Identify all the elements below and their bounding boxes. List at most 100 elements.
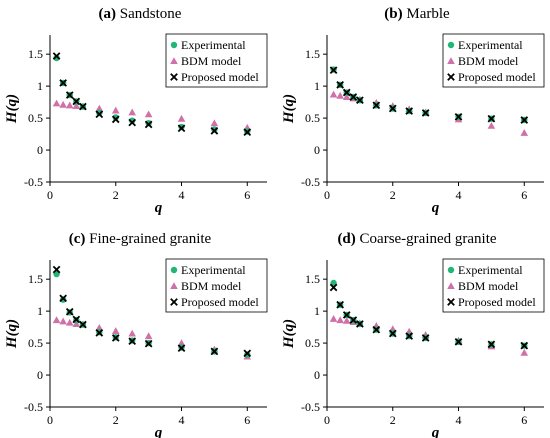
x-tick-label: 6 xyxy=(521,413,527,427)
legend-marker xyxy=(447,266,455,274)
y-tick-label: -0.5 xyxy=(24,400,43,414)
data-point xyxy=(372,325,381,334)
legend-marker xyxy=(170,41,178,49)
y-tick-label: 0.5 xyxy=(28,336,43,350)
y-tick-label: 0 xyxy=(314,143,320,157)
legend-marker xyxy=(170,266,178,274)
legend-marker xyxy=(170,282,178,290)
data-point xyxy=(329,90,338,98)
data-point xyxy=(144,110,153,118)
legend-label: Proposed model xyxy=(181,70,259,84)
data-point xyxy=(52,99,61,107)
x-tick-label: 4 xyxy=(179,188,185,202)
chart-title-text: Marble xyxy=(403,6,450,22)
y-tick-label: 1 xyxy=(37,304,43,318)
data-point xyxy=(53,270,60,278)
data-point xyxy=(128,329,136,337)
y-tick-label: 1.5 xyxy=(305,272,320,286)
x-tick-label: 2 xyxy=(113,188,119,202)
data-point xyxy=(178,123,185,131)
chart-title-text: Coarse-grained granite xyxy=(356,231,497,247)
data-point xyxy=(128,108,136,116)
y-tick-label: -0.5 xyxy=(24,175,43,189)
data-point xyxy=(72,320,81,327)
data-point xyxy=(72,102,81,109)
data-point xyxy=(356,96,364,105)
data-point xyxy=(177,124,186,133)
y-tick-label: 1.5 xyxy=(305,47,320,61)
data-point xyxy=(342,88,351,97)
data-point xyxy=(59,317,67,325)
data-point xyxy=(372,101,381,110)
data-point xyxy=(421,334,430,342)
x-tick-label: 0 xyxy=(324,413,330,427)
legend-marker xyxy=(447,57,455,65)
data-point xyxy=(349,93,358,101)
data-point xyxy=(145,120,152,127)
data-point xyxy=(95,329,104,337)
legend-label: Experimental xyxy=(181,38,246,52)
x-tick-label: 2 xyxy=(113,413,119,427)
data-point xyxy=(144,120,153,129)
x-tick-label: 6 xyxy=(244,188,250,202)
chart-panel-3: (d) Coarse-grained granite -0.5 0 0.5 1 1.5 0 2… xyxy=(281,231,545,438)
data-point xyxy=(72,97,81,106)
data-point xyxy=(112,114,119,121)
data-point xyxy=(79,320,87,329)
legend-marker xyxy=(170,73,178,81)
data-point xyxy=(487,114,496,123)
data-point xyxy=(111,115,120,124)
data-point xyxy=(342,311,351,319)
data-point xyxy=(52,265,61,274)
x-axis-label: q xyxy=(432,200,440,216)
series-proposed-model xyxy=(52,52,252,136)
data-point xyxy=(210,119,219,127)
chart-title: (a) Sandstone xyxy=(99,6,182,22)
data-point xyxy=(65,307,74,316)
x-tick-label: 0 xyxy=(324,188,330,202)
data-point xyxy=(342,316,351,324)
chart-title-label: (c) xyxy=(69,231,86,247)
data-point xyxy=(405,107,414,115)
data-point xyxy=(336,81,344,89)
legend-label: Experimental xyxy=(458,263,523,277)
series-proposed-model xyxy=(329,283,529,350)
data-point xyxy=(177,344,186,353)
data-point xyxy=(177,339,186,347)
data-point xyxy=(421,109,430,117)
chart-title: (b) Marble xyxy=(384,6,450,22)
series-proposed-model xyxy=(329,66,529,124)
data-point xyxy=(520,348,529,356)
data-point xyxy=(388,104,397,113)
legend: Experimental BDM model Proposed model xyxy=(165,258,268,313)
data-point xyxy=(65,318,74,326)
x-tick-label: 2 xyxy=(390,413,396,427)
data-point xyxy=(210,347,219,356)
chart-title-label: (b) xyxy=(384,6,402,22)
data-point xyxy=(111,327,120,334)
data-point xyxy=(95,323,104,331)
data-point xyxy=(111,334,120,342)
series-proposed-model xyxy=(52,265,252,358)
legend-label: BDM model xyxy=(458,279,519,293)
data-point xyxy=(388,329,397,338)
x-tick-label: 6 xyxy=(521,188,527,202)
legend-marker xyxy=(447,41,455,49)
y-tick-label: 1 xyxy=(314,79,320,93)
legend-box xyxy=(442,258,545,313)
legend-marker xyxy=(447,298,455,306)
x-tick-label: 4 xyxy=(179,413,185,427)
data-point xyxy=(95,110,104,119)
y-axis-label: H(q) xyxy=(281,319,297,349)
data-point xyxy=(329,66,338,74)
legend-label: Experimental xyxy=(181,263,246,277)
y-tick-label: -0.5 xyxy=(301,400,320,414)
data-point xyxy=(210,127,219,135)
x-tick-label: 0 xyxy=(47,188,53,202)
chart-title: (d) Coarse-grained granite xyxy=(337,231,496,247)
legend-box xyxy=(165,33,268,88)
chart-panel-2: (c) Fine-grained granite -0.5 0 0.5 1 1.5 0 2 4 6… xyxy=(4,231,268,438)
y-tick-label: 0.5 xyxy=(305,111,320,125)
data-point xyxy=(65,101,74,109)
